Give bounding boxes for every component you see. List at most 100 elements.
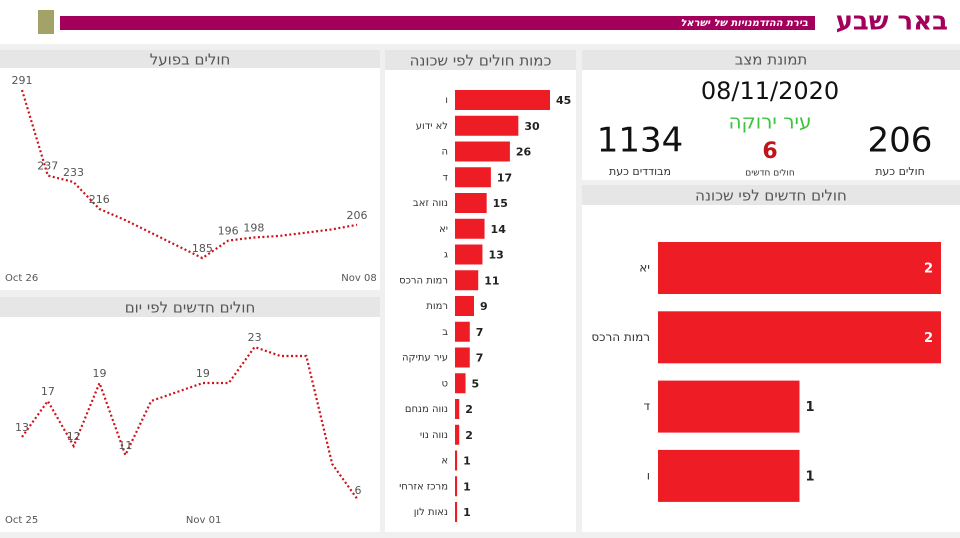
data-label: 1: [806, 469, 815, 484]
category-label: רמות הרכס: [591, 330, 650, 344]
data-label: 216: [89, 193, 110, 206]
data-label: 7: [476, 352, 484, 365]
category-label: ג: [444, 250, 448, 261]
category-label: נווה נוי: [420, 430, 448, 441]
category-label: יא: [439, 224, 448, 235]
category-label: רמות: [426, 301, 448, 312]
bar: [455, 347, 470, 368]
category-label: ה: [441, 147, 448, 158]
panel-title-bar: [582, 50, 960, 70]
bar: [455, 399, 460, 419]
data-label: 2: [924, 331, 933, 346]
panel-title: חולים חדשים לפי יום: [125, 299, 256, 317]
data-label: 19: [196, 367, 210, 380]
category-label: נווה מנחם: [405, 404, 448, 415]
data-label: 1: [463, 480, 471, 493]
data-label: 2: [465, 429, 473, 442]
data-label: 185: [192, 242, 213, 255]
data-label: 198: [243, 221, 264, 234]
bar: [455, 193, 487, 213]
data-label: 45: [556, 94, 571, 107]
panel-title-bar: [0, 50, 380, 68]
bar: [455, 115, 519, 136]
header-logo: באר שבע: [836, 7, 948, 37]
x-tick-label: Oct 26: [5, 273, 38, 284]
panel: [0, 297, 380, 532]
bar: [455, 296, 474, 316]
data-label: 11: [484, 274, 499, 287]
line-series: [20, 89, 358, 260]
data-label: 15: [493, 197, 508, 210]
bar: [455, 141, 510, 162]
x-tick-label: Nov 08: [341, 273, 376, 284]
bar: [658, 242, 941, 294]
data-label: 13: [15, 421, 29, 434]
data-label: 1: [463, 455, 471, 468]
header-icon: [38, 10, 54, 34]
data-label: 12: [67, 430, 81, 443]
data-label: 1: [463, 506, 471, 519]
new-cases: 6: [762, 139, 777, 164]
data-label: 17: [497, 171, 512, 184]
category-label: נאות לון: [414, 507, 448, 518]
data-label: 237: [37, 160, 58, 173]
panel-title: חולים בפועל: [150, 51, 231, 69]
panel-title: חולים חדשים לפי שכונה: [695, 187, 847, 205]
city-status: עיר ירוקה: [728, 110, 811, 134]
bar: [455, 450, 458, 471]
data-label: 1: [806, 400, 815, 415]
header-tagline: בירת ההזדמנויות של ישראל: [680, 18, 808, 29]
bar: [658, 449, 800, 502]
active-count: 206: [868, 121, 933, 161]
header-band: [60, 16, 815, 30]
panel-title-bar: [582, 185, 960, 205]
bar: [658, 311, 941, 364]
panel: [0, 50, 380, 290]
panel-title: תמונת מצב: [735, 51, 808, 69]
bar: [658, 380, 800, 433]
data-label: 5: [472, 377, 480, 390]
data-label: 2: [465, 403, 473, 416]
category-label: ט: [442, 378, 448, 389]
data-label: 13: [488, 249, 503, 262]
category-label: ד: [443, 172, 449, 183]
x-tick-label: Nov 01: [186, 515, 221, 526]
panel-title-bar: [0, 297, 380, 317]
category-label: ד: [643, 399, 650, 413]
data-label: 196: [218, 225, 239, 238]
category-label: ו: [647, 468, 650, 482]
panel-title: כמות חולים לפי שכונה: [410, 52, 552, 70]
bar: [455, 424, 460, 445]
category-label: רמות הרכס: [399, 275, 448, 286]
new-cases-label: חולים חדשים: [745, 169, 795, 179]
category-label: לא ידוע: [416, 121, 448, 132]
data-label: 30: [524, 120, 540, 133]
data-label: 2: [924, 262, 933, 277]
data-label: 23: [248, 331, 262, 344]
x-tick-label: Oct 25: [5, 515, 38, 526]
bar: [455, 270, 479, 291]
bar: [455, 321, 470, 342]
category-label: נווה זאב: [413, 198, 448, 209]
bar: [455, 476, 458, 497]
data-label: 11: [118, 439, 132, 452]
category-label: ב: [442, 327, 448, 338]
category-label: א: [441, 456, 448, 467]
data-label: 17: [41, 385, 55, 398]
category-label: עיר עתיקה: [402, 353, 448, 364]
bar: [455, 90, 550, 110]
isolated-count: 1134: [597, 121, 684, 161]
bar: [455, 218, 485, 239]
panel: [582, 50, 960, 180]
category-label: ו: [445, 95, 448, 106]
isolated-label: מבודדים כעת: [609, 165, 671, 178]
data-label: 14: [491, 223, 507, 236]
status-date: 08/11/2020: [701, 77, 839, 105]
data-label: 19: [93, 367, 107, 380]
data-label: 6: [355, 484, 362, 497]
data-label: 9: [480, 300, 488, 313]
data-label: 26: [516, 146, 532, 159]
